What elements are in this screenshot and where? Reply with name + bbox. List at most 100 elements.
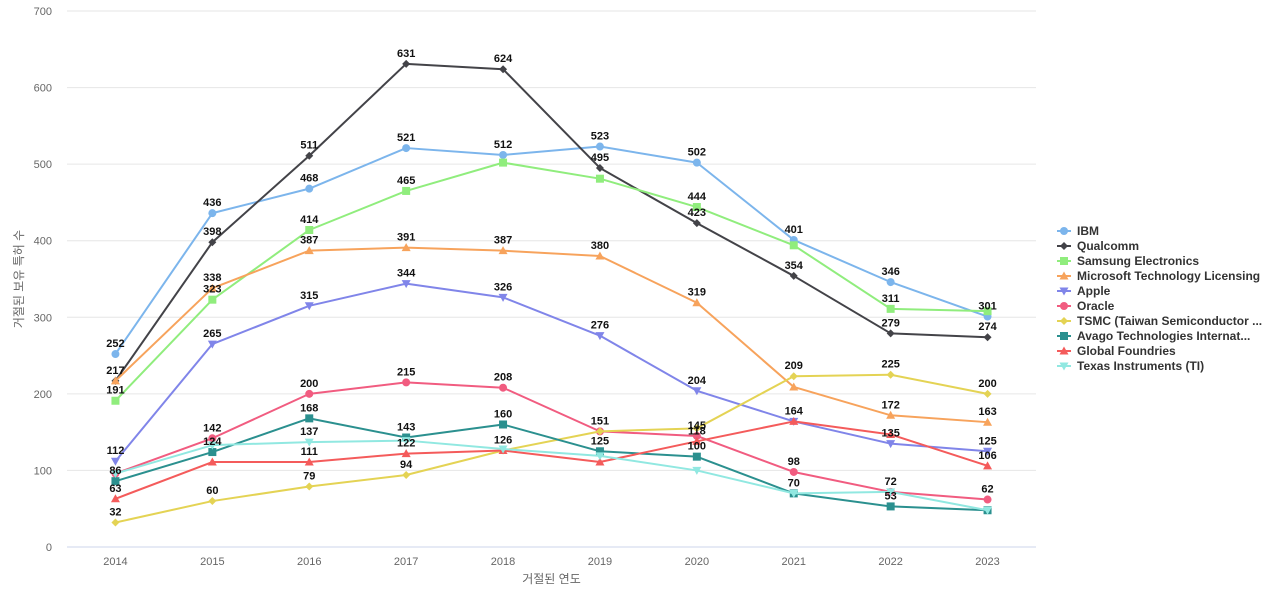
x-tick-label: 2023: [975, 556, 999, 568]
legend-item[interactable]: Global Foundries: [1057, 344, 1176, 358]
data-label: 208: [494, 372, 512, 384]
y-tick-label: 200: [34, 389, 52, 401]
legend-item[interactable]: Texas Instruments (TI): [1057, 359, 1204, 373]
data-point: [692, 387, 702, 396]
data-point: [304, 246, 314, 255]
data-label: 323: [203, 284, 221, 296]
data-label: 523: [591, 131, 609, 143]
data-point: [595, 251, 605, 260]
legend-label: Texas Instruments (TI): [1077, 359, 1204, 373]
data-point: [886, 488, 896, 497]
y-axis-title: 거절된 보유 특허 수: [12, 230, 26, 328]
data-point: [305, 225, 314, 234]
legend-item[interactable]: Microsoft Technology Licensing: [1057, 269, 1260, 283]
data-label: 401: [785, 224, 803, 236]
data-point: [305, 151, 314, 160]
data-point: [789, 271, 798, 280]
data-point: [692, 431, 701, 440]
data-label: 512: [494, 139, 512, 151]
data-point: [789, 416, 799, 425]
series-line: [114, 161, 988, 402]
series-2: [111, 158, 992, 405]
data-label: 86: [109, 465, 121, 477]
data-label: 135: [881, 428, 899, 440]
data-point: [208, 434, 217, 443]
data-label: 279: [881, 317, 899, 329]
y-axis-ticks: 0 100 200 300 400 500 600 700: [34, 6, 52, 554]
data-label: 423: [688, 207, 706, 219]
legend-item[interactable]: Apple: [1057, 284, 1111, 298]
x-axis-ticks: 2014 2015 2016 2017 2018 2019 2020 2021 2022 2023: [103, 556, 1000, 568]
data-label: 98: [788, 456, 800, 468]
data-label: 631: [397, 48, 415, 60]
legend-item[interactable]: TSMC (Taiwan Semiconductor ...: [1057, 314, 1262, 328]
data-point: [208, 238, 217, 247]
data-point: [401, 280, 411, 289]
data-label: 53: [885, 490, 897, 502]
data-label: 112: [107, 445, 125, 457]
data-label: 204: [688, 375, 707, 387]
data-label: 191: [106, 385, 124, 397]
data-label: 72: [885, 476, 897, 488]
legend-item[interactable]: Oracle: [1057, 299, 1115, 313]
legend-item[interactable]: IBM: [1057, 224, 1099, 238]
y-tick-label: 500: [34, 159, 52, 171]
legend-label: Qualcomm: [1077, 239, 1139, 253]
series-line: [115, 373, 988, 524]
data-label: 142: [203, 422, 221, 434]
data-label: 624: [494, 53, 513, 65]
data-point: [402, 378, 411, 387]
data-point: [304, 438, 314, 447]
data-point: [789, 241, 798, 250]
x-tick-label: 2016: [297, 556, 321, 568]
data-label: 511: [300, 140, 318, 152]
data-point: [886, 440, 896, 449]
x-tick-label: 2022: [878, 556, 902, 568]
data-point: [983, 389, 992, 398]
data-point: [208, 209, 217, 218]
data-point: [983, 461, 993, 470]
data-label: 252: [106, 338, 124, 350]
data-label: 111: [301, 446, 318, 458]
legend-marker: [1059, 287, 1069, 296]
data-label: 209: [785, 360, 803, 372]
legend-marker: [1060, 227, 1068, 235]
data-label: 265: [203, 328, 221, 340]
legend-label: Samsung Electronics: [1077, 254, 1199, 268]
series-8: [110, 416, 993, 503]
data-label: 200: [300, 378, 318, 390]
data-point: [983, 506, 993, 515]
legend-marker: [1060, 332, 1068, 340]
data-labels: 252 436 468 521 512 523 502 401 346 301 217 398 511 6…: [106, 48, 997, 519]
legend-item[interactable]: Qualcomm: [1057, 239, 1139, 253]
data-point: [983, 447, 993, 456]
data-point: [595, 457, 605, 466]
legend-marker: [1060, 302, 1068, 310]
data-label: 63: [109, 483, 121, 495]
series-line: [114, 246, 988, 424]
series-line: [114, 62, 988, 382]
x-tick-label: 2019: [588, 556, 612, 568]
data-label: 160: [494, 408, 512, 420]
data-point: [305, 389, 314, 398]
legend-item[interactable]: Avago Technologies Internat...: [1057, 329, 1250, 343]
x-tick-label: 2015: [200, 556, 224, 568]
series-1: [111, 59, 992, 385]
data-point: [110, 494, 120, 503]
data-point: [111, 477, 120, 486]
data-point: [111, 396, 120, 405]
data-point: [111, 518, 120, 527]
data-point: [402, 144, 411, 153]
data-point: [401, 243, 411, 252]
y-tick-label: 700: [34, 6, 52, 18]
data-point: [110, 457, 120, 466]
data-label: 62: [981, 484, 993, 496]
data-point: [692, 298, 702, 307]
data-label: 387: [300, 235, 318, 247]
data-label: 521: [397, 132, 415, 144]
x-tick-label: 2021: [782, 556, 806, 568]
data-point: [692, 158, 701, 167]
legend-item[interactable]: Samsung Electronics: [1057, 254, 1199, 268]
series-line: [114, 145, 988, 355]
